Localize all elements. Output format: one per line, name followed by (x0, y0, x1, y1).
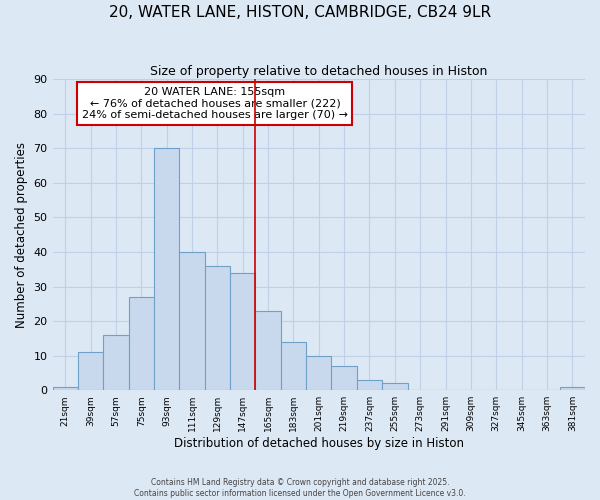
Bar (103, 335, 128, 390)
Bar (128, 297, 154, 390)
Bar (357, 380, 382, 390)
Bar (331, 366, 357, 390)
Bar (256, 310, 281, 390)
Bar (281, 342, 306, 390)
Bar (179, 252, 205, 390)
Bar (53, 387, 78, 390)
Bar (230, 272, 256, 390)
Title: Size of property relative to detached houses in Histon: Size of property relative to detached ho… (150, 65, 487, 78)
Bar (154, 148, 179, 390)
Y-axis label: Number of detached properties: Number of detached properties (15, 142, 28, 328)
Bar (382, 384, 407, 390)
Bar (78, 352, 103, 390)
X-axis label: Distribution of detached houses by size in Histon: Distribution of detached houses by size … (174, 437, 464, 450)
Bar (306, 356, 331, 390)
Text: 20, WATER LANE, HISTON, CAMBRIDGE, CB24 9LR: 20, WATER LANE, HISTON, CAMBRIDGE, CB24 … (109, 5, 491, 20)
Bar (205, 266, 230, 390)
Text: Contains HM Land Registry data © Crown copyright and database right 2025.
Contai: Contains HM Land Registry data © Crown c… (134, 478, 466, 498)
Text: 20 WATER LANE: 155sqm
← 76% of detached houses are smaller (222)
24% of semi-det: 20 WATER LANE: 155sqm ← 76% of detached … (82, 87, 348, 120)
Bar (560, 387, 585, 390)
